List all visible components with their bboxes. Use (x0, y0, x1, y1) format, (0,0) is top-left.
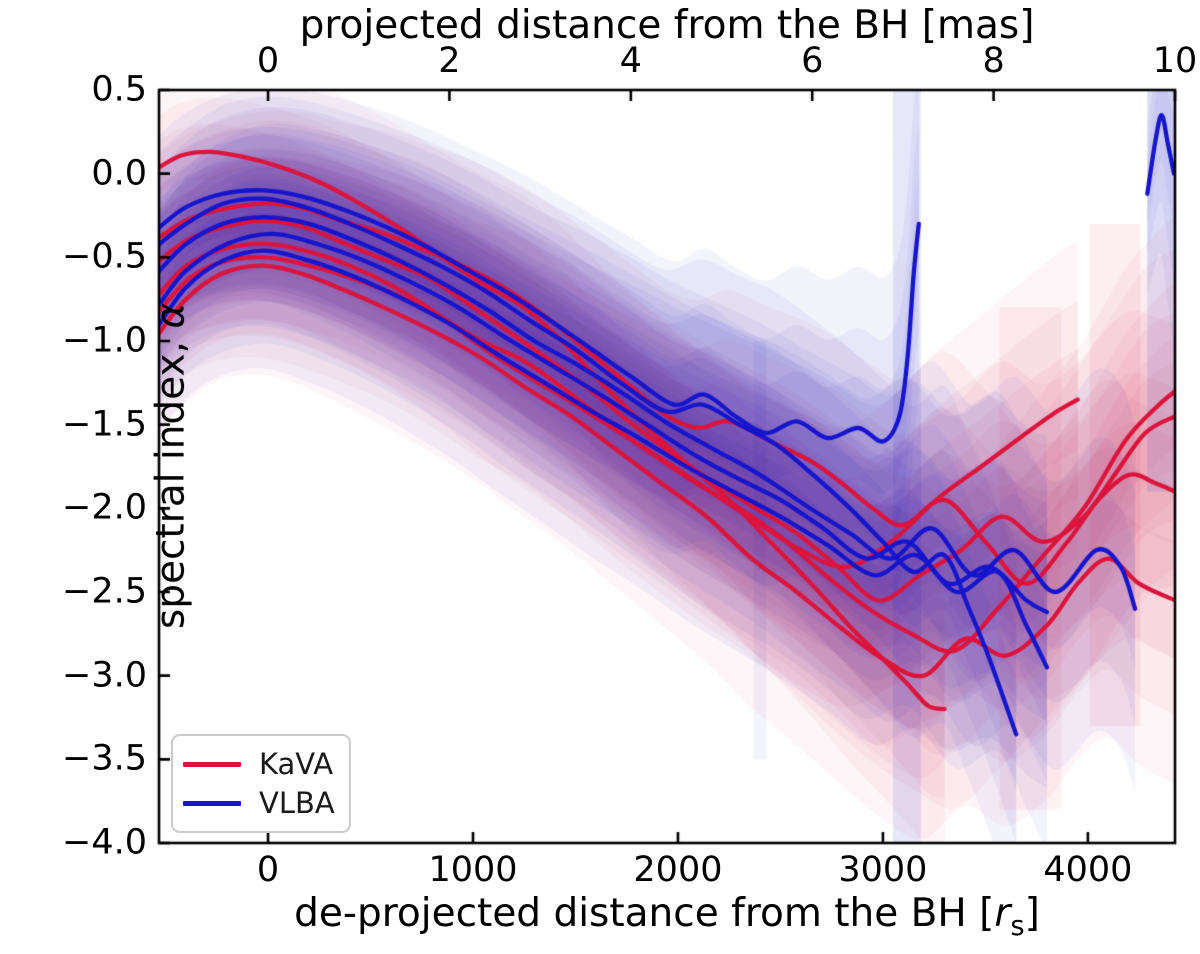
y-axis-title-text: spectral index, (148, 328, 194, 630)
top-tick-label: 10 (1152, 41, 1198, 81)
legend-entry-vlba: VLBA (183, 785, 339, 820)
y-tick-label: −3.5 (62, 738, 147, 779)
top-tick-label: 4 (619, 41, 642, 81)
top-axis-title: projected distance from the BH [mas] (300, 3, 1035, 48)
y-tick-label: −3.0 (62, 655, 147, 696)
x-tick-label: 4000 (1043, 850, 1133, 890)
top-tick-label: 2 (438, 41, 461, 81)
top-tick-label: 0 (256, 41, 280, 81)
x-tick-label: 0 (256, 850, 280, 890)
y-axis-title: spectral index, α (149, 303, 194, 629)
legend-label-kava: KaVA (259, 746, 334, 781)
x-axis-title-suffix: ] (1024, 891, 1040, 936)
legend-label-vlba: VLBA (259, 785, 335, 820)
x-tick-label: 1000 (428, 850, 518, 890)
legend-entry-kava: KaVA (183, 746, 339, 781)
y-tick-label: −0.5 (62, 236, 147, 277)
x-axis-title-text: de-projected distance from the BH [ (294, 891, 995, 936)
x-axis-title: de-projected distance from the BH [rs] (294, 891, 1040, 942)
x-axis-unit-symbol: r (994, 891, 1011, 936)
y-tick-label: −2.5 (62, 571, 147, 612)
x-axis-unit-subscript: s (1010, 910, 1025, 942)
x-tick-label: 3000 (838, 850, 928, 890)
y-tick-label: 0.5 (91, 69, 147, 110)
legend: KaVA VLBA (171, 734, 351, 833)
x-tick-label: 2000 (633, 850, 723, 890)
y-tick-label: −1.5 (62, 404, 147, 445)
top-tick-label: 8 (982, 41, 1005, 81)
kava-line-swatch (183, 761, 241, 767)
y-tick-label: −4.0 (62, 822, 147, 863)
top-tick-label: 6 (801, 41, 824, 81)
y-axis-alpha-symbol: α (148, 302, 194, 329)
top-axis-title-text: projected distance from the BH [mas] (299, 3, 1035, 48)
y-tick-label: −2.0 (62, 487, 147, 528)
vlba-line-swatch (183, 800, 241, 806)
y-tick-label: −1.0 (62, 320, 147, 361)
y-tick-label: 0.0 (91, 153, 147, 194)
